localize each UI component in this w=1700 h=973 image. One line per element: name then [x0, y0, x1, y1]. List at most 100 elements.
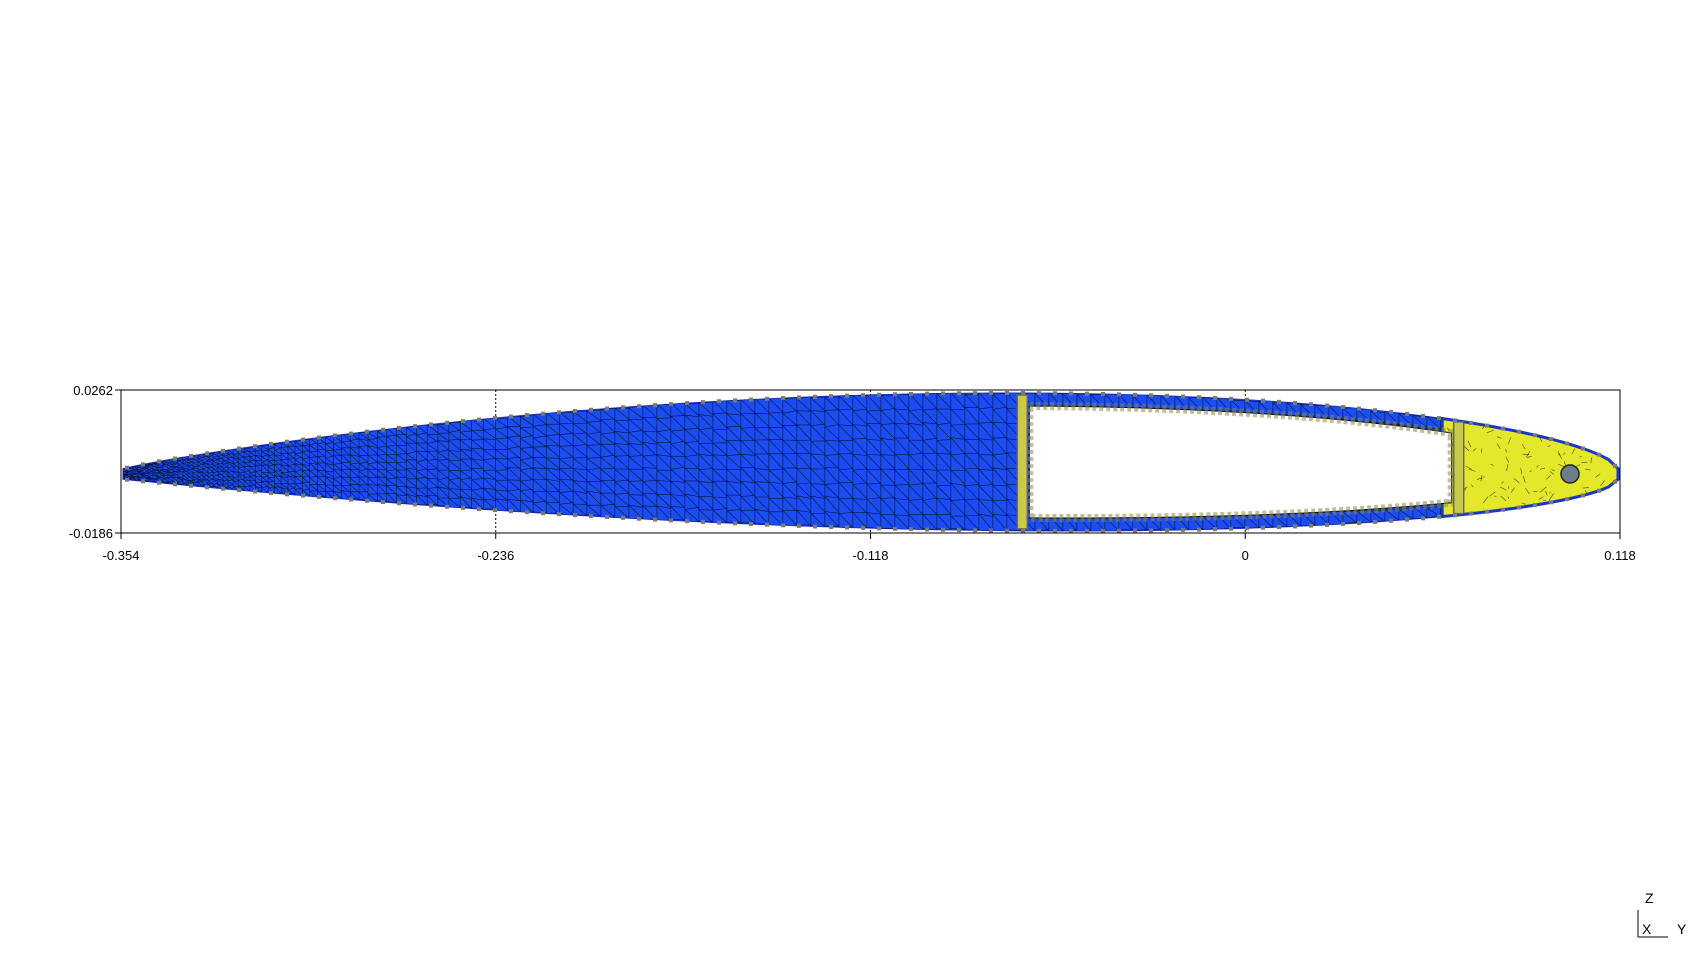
- skin-node: [1565, 497, 1569, 502]
- skin-node: [1085, 391, 1089, 396]
- skin-node: [1085, 528, 1089, 533]
- skin-node: [925, 391, 929, 396]
- skin-node: [1069, 528, 1073, 533]
- skin-node: [1309, 523, 1313, 528]
- skin-node: [461, 419, 465, 424]
- skin-node: [781, 396, 785, 401]
- skin-node: [1485, 423, 1489, 428]
- skin-node: [1245, 397, 1249, 402]
- skin-node: [509, 414, 513, 419]
- skin-node: [157, 459, 161, 464]
- skin-node: [1261, 398, 1265, 403]
- skin-node: [1133, 392, 1137, 397]
- skin-node: [733, 521, 737, 526]
- skin-node: [1213, 527, 1217, 532]
- skin-node: [269, 490, 273, 495]
- skin-node: [797, 395, 801, 400]
- skin-node: [1037, 391, 1041, 396]
- skin-node: [1149, 393, 1153, 398]
- skin-nodes: [125, 391, 1617, 533]
- skin-node: [973, 528, 977, 533]
- front-spar-web: [1016, 394, 1029, 530]
- skin-node: [685, 519, 689, 524]
- skin-node: [845, 525, 849, 530]
- skin-node: [797, 523, 801, 528]
- skin-node: [589, 514, 593, 519]
- skin-node: [877, 392, 881, 397]
- skin-node: [509, 509, 513, 514]
- skin-node: [525, 413, 529, 418]
- skin-node: [781, 523, 785, 528]
- skin-node: [1453, 418, 1457, 423]
- skin-node: [1485, 509, 1489, 514]
- skin-node: [237, 446, 241, 451]
- skin-node: [1117, 392, 1121, 397]
- skin-node: [1389, 410, 1393, 415]
- skin-node: [861, 525, 865, 530]
- skin-node: [285, 492, 289, 497]
- skin-node: [1213, 395, 1217, 400]
- skin-node: [269, 441, 273, 446]
- skin-node: [285, 439, 289, 444]
- x-tick-label: -0.354: [103, 548, 140, 563]
- skin-node: [669, 402, 673, 407]
- skin-node: [765, 396, 769, 401]
- skin-node: [349, 431, 353, 436]
- skin-node: [1325, 403, 1329, 408]
- skin-node: [141, 479, 145, 484]
- skin-node: [957, 391, 961, 396]
- skin-node: [173, 456, 177, 461]
- skin-node: [1357, 520, 1361, 525]
- triad-x-label: X: [1642, 921, 1652, 937]
- skin-node: [1517, 429, 1521, 434]
- skin-node: [1229, 526, 1233, 531]
- y-axis-ticks: 0.0262 -0.0186: [69, 383, 121, 541]
- skin-node: [381, 427, 385, 432]
- skin-node: [1309, 402, 1313, 407]
- skin-node: [173, 482, 177, 487]
- skin-node: [1405, 411, 1409, 416]
- skin-node: [541, 411, 545, 416]
- skin-node: [221, 448, 225, 453]
- skin-node: [205, 451, 209, 456]
- nose-ballast: [1560, 464, 1580, 484]
- y-tick-label: -0.0186: [69, 526, 113, 541]
- skin-node: [829, 394, 833, 399]
- skin-node: [909, 391, 913, 396]
- skin-node: [365, 498, 369, 503]
- skin-node: [1069, 391, 1073, 396]
- triad-z-label: Z: [1645, 890, 1654, 906]
- skin-node: [1229, 396, 1233, 401]
- skin-node: [1389, 518, 1393, 523]
- skin-node: [445, 420, 449, 425]
- skin-node: [381, 500, 385, 505]
- skin-node: [221, 486, 225, 491]
- skin-node: [685, 401, 689, 406]
- skin-node: [1501, 426, 1505, 431]
- y-tick-label: 0.0262: [73, 383, 113, 398]
- spar-box-laminate: [1025, 402, 1456, 522]
- skin-node: [301, 437, 305, 442]
- skin-node: [1421, 413, 1425, 418]
- skin-node: [397, 501, 401, 506]
- skin-node: [605, 514, 609, 519]
- skin-node: [1005, 391, 1009, 396]
- skin-node: [557, 512, 561, 517]
- skin-node: [749, 397, 753, 402]
- skin-node: [941, 527, 945, 532]
- skin-node: [653, 517, 657, 522]
- skin-node: [637, 516, 641, 521]
- skin-node: [189, 483, 193, 488]
- skin-node: [1053, 528, 1057, 533]
- skin-node: [413, 424, 417, 429]
- skin-node: [493, 508, 497, 513]
- skin-node: [1101, 391, 1105, 396]
- skin-node: [189, 453, 193, 458]
- skin-node: [1277, 399, 1281, 404]
- skin-node: [925, 527, 929, 532]
- skin-node: [1597, 488, 1601, 493]
- skin-node: [1373, 519, 1377, 524]
- skin-node: [621, 515, 625, 520]
- skin-node: [589, 407, 593, 412]
